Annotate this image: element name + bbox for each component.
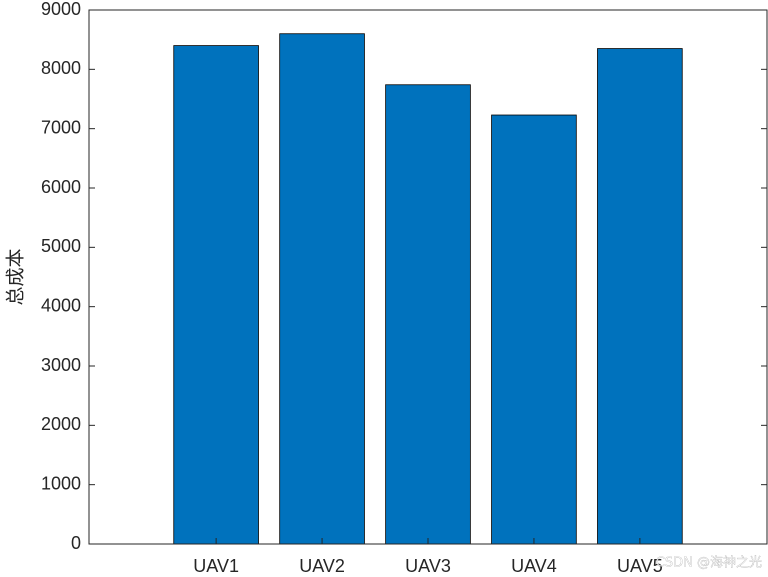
watermark: CSDN @海神之光 bbox=[656, 556, 762, 571]
axes-box bbox=[88, 9, 768, 545]
x-tick-label: UAV4 bbox=[511, 556, 557, 576]
bar bbox=[491, 114, 577, 545]
x-tick-label: UAV5 bbox=[617, 556, 663, 576]
x-tick-label: UAV3 bbox=[405, 556, 451, 576]
y-tick-label: 7000 bbox=[41, 117, 81, 137]
y-tick-label: 2000 bbox=[41, 414, 81, 434]
y-tick-label: 0 bbox=[71, 533, 81, 553]
y-tick-label: 8000 bbox=[41, 58, 81, 78]
x-tick-label: UAV2 bbox=[299, 556, 345, 576]
x-tick-label: UAV1 bbox=[193, 556, 239, 576]
y-tick-label: 3000 bbox=[41, 355, 81, 375]
bar bbox=[597, 48, 683, 545]
y-tick-label: 9000 bbox=[41, 0, 81, 19]
y-tick-label: 1000 bbox=[41, 473, 81, 493]
y-tick-label: 6000 bbox=[41, 177, 81, 197]
bar bbox=[173, 45, 259, 545]
y-tick-label: 5000 bbox=[41, 236, 81, 256]
bar bbox=[385, 84, 471, 545]
y-tick-label: 4000 bbox=[41, 295, 81, 315]
y-axis-label: 总成本 bbox=[5, 248, 27, 305]
bar bbox=[279, 33, 365, 545]
